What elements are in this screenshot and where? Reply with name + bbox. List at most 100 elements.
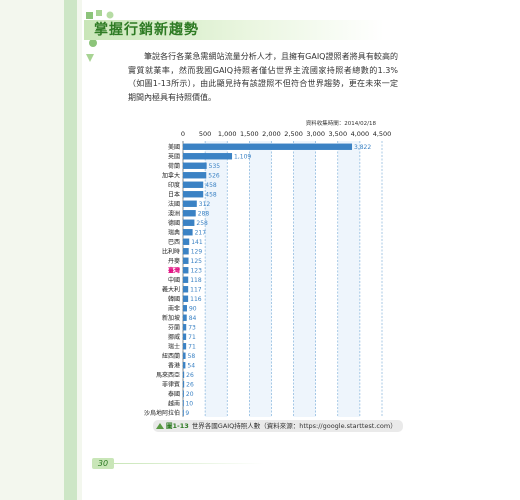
grid-band (205, 141, 228, 417)
data-label: 535 (209, 163, 221, 170)
x-tick-label: 4,500 (373, 130, 392, 138)
bar (183, 381, 185, 388)
category-label: 澳洲 (168, 209, 180, 217)
left-decorative-strip (64, 0, 77, 500)
bar (183, 191, 204, 198)
bar (183, 219, 195, 226)
bar (183, 362, 186, 369)
x-tick-label: 0 (181, 130, 185, 138)
x-tick-label: 2,000 (262, 130, 281, 138)
bar (183, 238, 190, 245)
bar (183, 210, 196, 217)
grid-band (337, 141, 360, 417)
section-title-bar: 掌握行銷新趨勢 (84, 20, 384, 40)
category-label: 挪威 (168, 333, 180, 341)
data-label: 312 (199, 201, 211, 208)
data-label: 71 (188, 334, 196, 341)
data-label: 117 (190, 286, 202, 293)
data-label: 526 (208, 172, 220, 179)
data-label: 90 (189, 305, 197, 312)
bar (183, 390, 184, 397)
figure-icon (156, 423, 164, 429)
category-label: 瑞士 (168, 342, 180, 350)
x-tick-label: 3,500 (328, 130, 347, 138)
bar (183, 314, 187, 321)
bar (183, 352, 186, 359)
page-number: 30 (92, 458, 114, 469)
x-tick-label: 1,000 (218, 130, 237, 138)
x-tick-label: 1,500 (240, 130, 259, 138)
page-number-rule (114, 463, 264, 464)
data-label: 58 (188, 353, 196, 360)
data-label: 129 (191, 248, 203, 255)
category-label: 沙烏地阿拉伯 (144, 409, 180, 417)
bar (183, 248, 189, 255)
category-label: 義大利 (162, 285, 180, 293)
bar (183, 324, 187, 331)
chart-annotation: 資料收集時間：2014/02/18 (306, 119, 377, 127)
bar (183, 257, 189, 264)
grid-band (227, 141, 250, 417)
x-tick-label: 500 (199, 130, 211, 138)
category-label: 德國 (168, 219, 180, 227)
body-paragraph: 筆說各行各業急需網站流量分析人才，且擁有GAIQ證照者將具有較高的實質就業率，然… (128, 50, 398, 104)
data-label: 288 (198, 210, 210, 217)
data-label: 258 (196, 220, 208, 227)
x-tick-label: 4,000 (351, 130, 370, 138)
grid-band (293, 141, 316, 417)
data-label: 10 (185, 400, 193, 407)
section-title: 掌握行銷新趨勢 (94, 22, 199, 38)
bar (183, 409, 184, 416)
grid-band (183, 141, 206, 417)
grid-band (271, 141, 294, 417)
data-label: 54 (187, 362, 195, 369)
bar (183, 343, 187, 350)
bar (183, 153, 233, 160)
data-label: 141 (191, 239, 203, 246)
data-label: 125 (191, 258, 203, 265)
grid-band (249, 141, 272, 417)
category-label: 日本 (168, 190, 180, 198)
bar (183, 286, 189, 293)
bar-chart: 資料收集時間：2014/02/18 0 500 1,000 1,500 2,000 2,50… (128, 117, 398, 417)
category-label: 菲律賓 (162, 380, 180, 388)
data-label: 118 (190, 277, 202, 284)
category-label: 泰國 (168, 390, 180, 398)
bar (183, 143, 353, 150)
data-label: 9 (185, 410, 189, 417)
bar (183, 400, 184, 407)
data-label: 71 (188, 343, 196, 350)
category-label: 越南 (168, 399, 180, 407)
category-label: 巴西 (168, 239, 180, 246)
data-label: 116 (190, 296, 202, 303)
bar (183, 200, 197, 207)
data-label: 3,822 (354, 144, 371, 151)
bar-chart-svg: 資料收集時間：2014/02/18 0 500 1,000 1,500 2,000 2,50… (144, 119, 392, 417)
category-label: 法國 (168, 200, 180, 208)
category-label: 紐西蘭 (162, 352, 180, 360)
category-label: 比利時 (162, 247, 180, 255)
bar (183, 172, 207, 179)
bar (183, 276, 189, 283)
data-label: 84 (189, 315, 197, 322)
bar (183, 267, 189, 274)
data-label: 458 (205, 191, 217, 198)
category-label: 加拿大 (162, 171, 180, 179)
category-label: 香港 (168, 361, 180, 369)
figure-label: 圖1-13 (166, 422, 189, 430)
category-label: 新加坡 (162, 314, 180, 322)
grid-band (315, 141, 338, 417)
category-label: 南非 (168, 304, 180, 312)
bar (183, 229, 193, 236)
category-label: 馬來西亞 (156, 372, 180, 379)
bar (183, 181, 204, 188)
category-label: 韓國 (168, 295, 180, 303)
grid-band (359, 141, 382, 417)
category-label: 荷蘭 (168, 162, 180, 170)
category-label: 印度 (168, 181, 180, 189)
bar (183, 295, 189, 302)
bar (183, 305, 187, 312)
x-tick-label: 2,500 (284, 130, 303, 138)
data-label: 73 (188, 324, 196, 331)
data-label: 458 (205, 182, 217, 189)
